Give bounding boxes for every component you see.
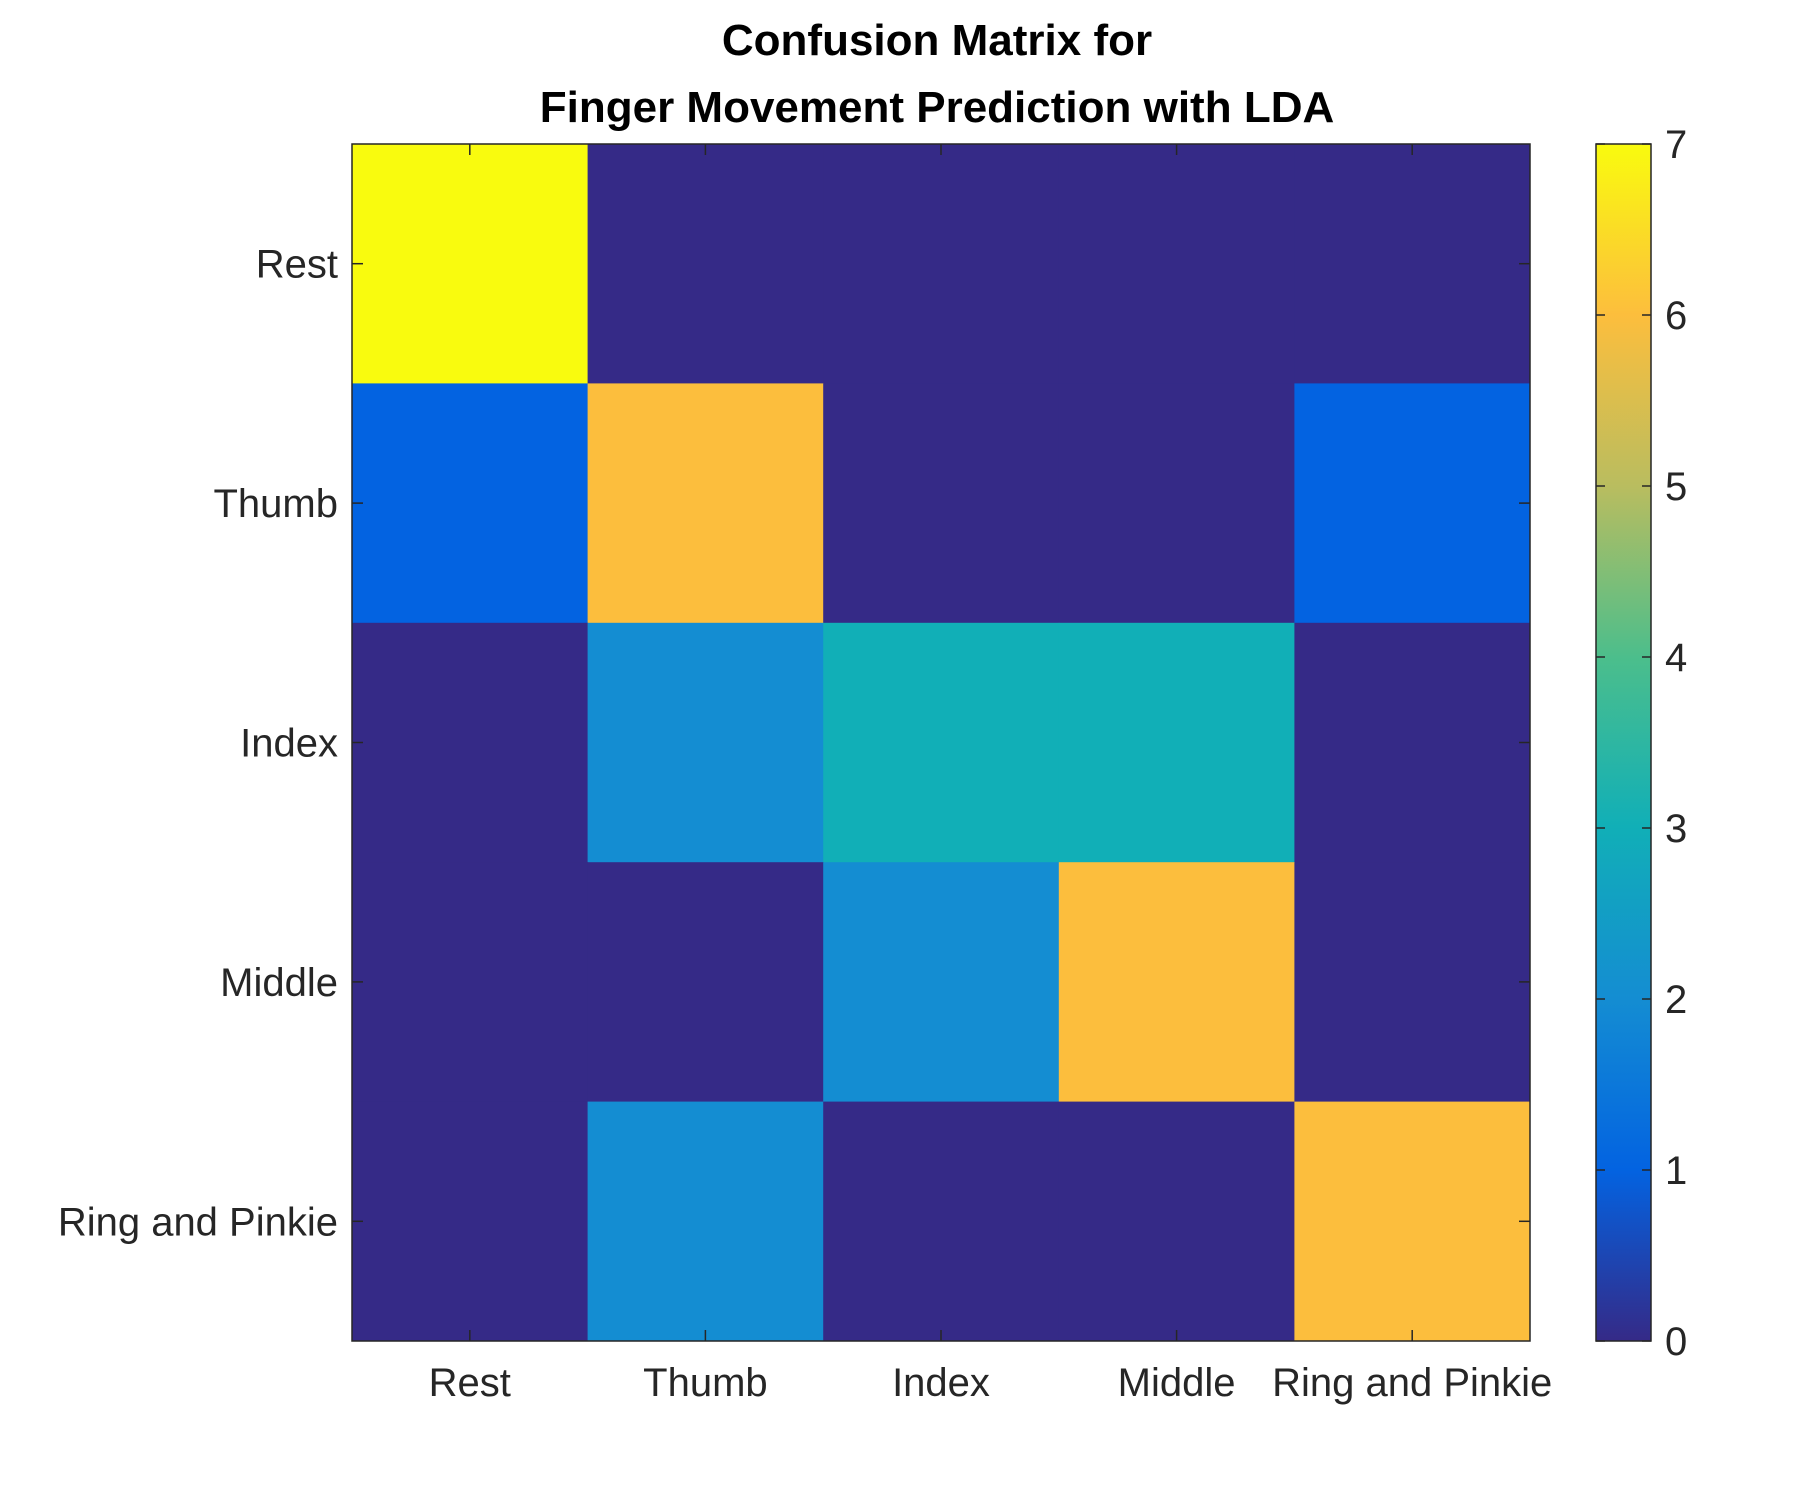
colorbar: 0 1 2 3 4 5 6 7 xyxy=(1595,123,1687,1364)
cell-r4-c0 xyxy=(352,1101,589,1342)
chart-title-line-1: Confusion Matrix for xyxy=(722,16,1152,65)
y-tick-label: Thumb xyxy=(214,482,339,526)
x-tick-label: Index xyxy=(892,1361,990,1405)
y-tick-label: Rest xyxy=(256,243,338,287)
colorbar-tick-label: 3 xyxy=(1665,807,1687,851)
cell-r4-c2 xyxy=(823,1101,1060,1342)
x-tick-labels: Rest Thumb Index Middle Ring and Pinkie xyxy=(429,1361,1553,1405)
cell-r4-c1 xyxy=(587,1101,824,1342)
cell-r0-c1 xyxy=(587,144,824,384)
cell-r1-c1 xyxy=(587,383,824,624)
plot-axes xyxy=(351,143,1531,1342)
cell-r3-c1 xyxy=(587,862,824,1103)
cell-r0-c0 xyxy=(352,144,589,384)
chart-title-line-2: Finger Movement Prediction with LDA xyxy=(540,83,1335,132)
colorbar-tick-label: 6 xyxy=(1665,294,1687,338)
cell-r0-c2 xyxy=(823,144,1060,384)
cell-r3-c2 xyxy=(823,862,1060,1103)
colorbar-tick-label: 7 xyxy=(1665,123,1687,167)
x-tick-label: Ring and Pinkie xyxy=(1272,1361,1552,1405)
cell-r2-c0 xyxy=(352,622,589,863)
cell-r3-c3 xyxy=(1058,862,1295,1103)
y-tick-label: Middle xyxy=(220,961,338,1005)
cell-r2-c1 xyxy=(587,622,824,863)
cell-r1-c0 xyxy=(352,383,589,624)
cell-r1-c3 xyxy=(1058,383,1295,624)
colorbar-tick-label: 0 xyxy=(1665,1320,1687,1364)
y-tick-label: Index xyxy=(240,722,338,766)
cell-r4-c4 xyxy=(1294,1101,1531,1342)
x-tick-label: Middle xyxy=(1118,1361,1236,1405)
x-tick-label: Rest xyxy=(429,1361,511,1405)
cell-r4-c3 xyxy=(1058,1101,1295,1342)
colorbar-tick-label: 1 xyxy=(1665,1149,1687,1193)
cell-r0-c4 xyxy=(1294,144,1531,384)
x-tick-label: Thumb xyxy=(643,1361,768,1405)
cell-r2-c4 xyxy=(1294,622,1531,863)
colorbar-tick-label: 4 xyxy=(1665,636,1687,680)
cell-r1-c2 xyxy=(823,383,1060,624)
y-tick-labels: Rest Thumb Index Middle Ring and Pinkie xyxy=(58,243,338,1245)
heatmap-cells xyxy=(352,144,1531,1342)
cell-r0-c3 xyxy=(1058,144,1295,384)
cell-r1-c4 xyxy=(1294,383,1531,624)
colorbar-tick-label: 2 xyxy=(1665,978,1687,1022)
y-tick-label: Ring and Pinkie xyxy=(58,1200,338,1244)
colorbar-tick-label: 5 xyxy=(1665,465,1687,509)
colorbar-gradient xyxy=(1595,143,1652,1342)
cell-r2-c2 xyxy=(823,622,1060,863)
cell-r2-c3 xyxy=(1058,622,1295,863)
cell-r3-c0 xyxy=(352,862,589,1103)
cell-r3-c4 xyxy=(1294,862,1531,1103)
